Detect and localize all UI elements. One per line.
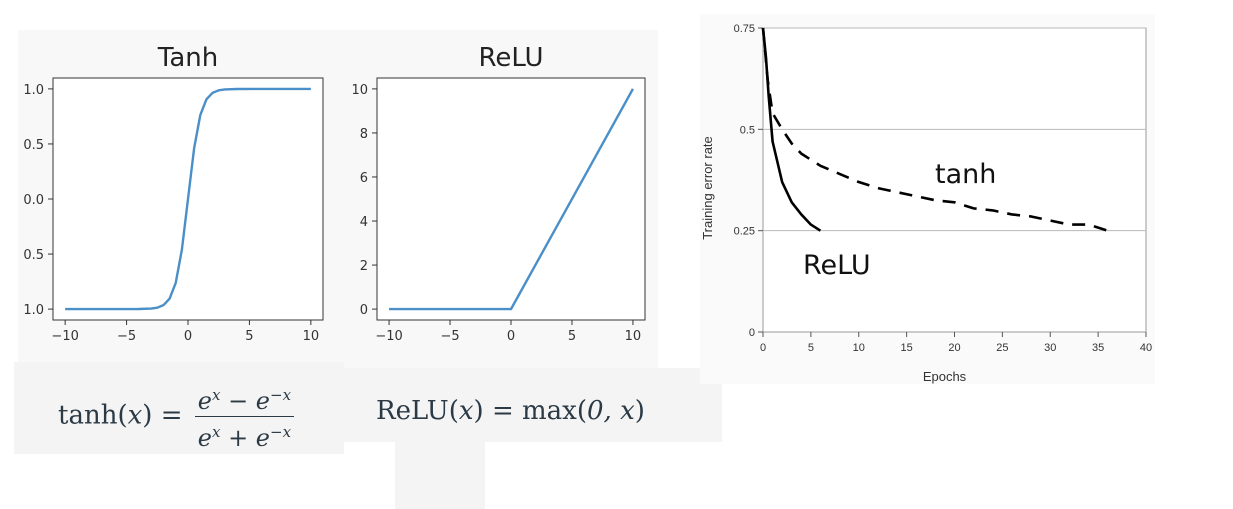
relu-y-tick-label: 6 — [360, 171, 368, 186]
tanh-formula-arg: x — [127, 400, 143, 431]
error-y-tick-label: 0 — [749, 327, 755, 339]
tanh-y-tick-label: 1.0 — [23, 303, 44, 318]
error-x-tick-label: 25 — [996, 342, 1008, 354]
tanh-y-tick-label: 1.0 — [23, 83, 44, 98]
tanh-formula-fn: tanh — [58, 400, 118, 431]
error-plot-area — [762, 27, 1147, 333]
relu-formula-rhs-args: 0, x — [587, 396, 635, 426]
error-x-tick-label: 30 — [1044, 342, 1056, 354]
error-x-tick-label: 35 — [1092, 342, 1104, 354]
tanh-x-tick-label: 10 — [303, 329, 320, 344]
relu-formula-arg: x — [458, 396, 474, 426]
relu-y-tick-label: 0 — [360, 303, 368, 318]
error-x-tick-label: 15 — [901, 342, 913, 354]
error-y-tick-label: 0.75 — [734, 23, 755, 35]
error-x-tick-label: 5 — [808, 342, 814, 354]
tanh-formula: tanh(x) = ex − e−x ex + e−x — [58, 380, 298, 453]
tanh-y-tick-label: 0.5 — [23, 138, 44, 153]
relu-x-tick-label: 5 — [568, 329, 576, 344]
relu-x-tick-label: −10 — [375, 329, 402, 344]
error-y-tick-label: 0.5 — [740, 124, 755, 136]
relu-y-tick-label: 2 — [360, 259, 368, 274]
relu-x-tick-label: 10 — [625, 329, 642, 344]
tanh-y-tick-label: 0.5 — [23, 248, 44, 263]
relu-formula-rhs-fn: max — [522, 396, 577, 426]
relu-y-tick-label: 4 — [360, 215, 368, 230]
relu-annotation: ReLU — [803, 250, 871, 281]
tanh-series-line — [65, 87, 311, 311]
relu-title: ReLU — [478, 43, 543, 73]
tanh-title: Tanh — [157, 43, 218, 73]
tanh-denominator: ex + e−x — [197, 423, 292, 452]
error-x-axis-label: Epochs — [923, 369, 967, 384]
relu-y-tick-label: 8 — [360, 127, 368, 142]
tanh-x-tick-label: −10 — [51, 329, 78, 344]
relu-formula-panel — [344, 368, 722, 442]
relu-series-line — [389, 88, 634, 311]
error-x-tick-label: 10 — [853, 342, 865, 354]
tanh-formula-panel — [14, 362, 344, 454]
error-x-tick-label: 0 — [760, 342, 766, 354]
error-y-axis-label: Training error rate — [700, 136, 715, 240]
relu-plot-area — [376, 77, 646, 321]
tanh-x-tick-label: −5 — [117, 329, 136, 344]
formula-panel-tail — [395, 440, 485, 509]
tanh-numerator: ex − e−x — [194, 380, 295, 417]
relu-x-tick-label: 0 — [507, 329, 515, 344]
tanh-annotation: tanh — [935, 159, 996, 190]
relu-formula-fn: ReLU — [376, 396, 449, 426]
relu-formula: ReLU(x) = max(0, x) — [376, 396, 645, 426]
tanh-series-line — [761, 27, 1109, 232]
error-y-tick-label: 0.25 — [734, 226, 755, 238]
tanh-x-tick-label: 0 — [184, 329, 192, 344]
relu-formula-equals: = — [491, 396, 514, 426]
relu-y-tick-label: 10 — [351, 83, 368, 98]
tanh-y-tick-label: 0.0 — [23, 193, 44, 208]
tanh-formula-equals: = — [160, 400, 183, 431]
tanh-x-tick-label: 5 — [245, 329, 253, 344]
error-x-tick-label: 40 — [1140, 342, 1152, 354]
error-x-tick-label: 20 — [948, 342, 960, 354]
tanh-fraction: ex − e−x ex + e−x — [194, 380, 295, 453]
relu-x-tick-label: −5 — [440, 329, 459, 344]
